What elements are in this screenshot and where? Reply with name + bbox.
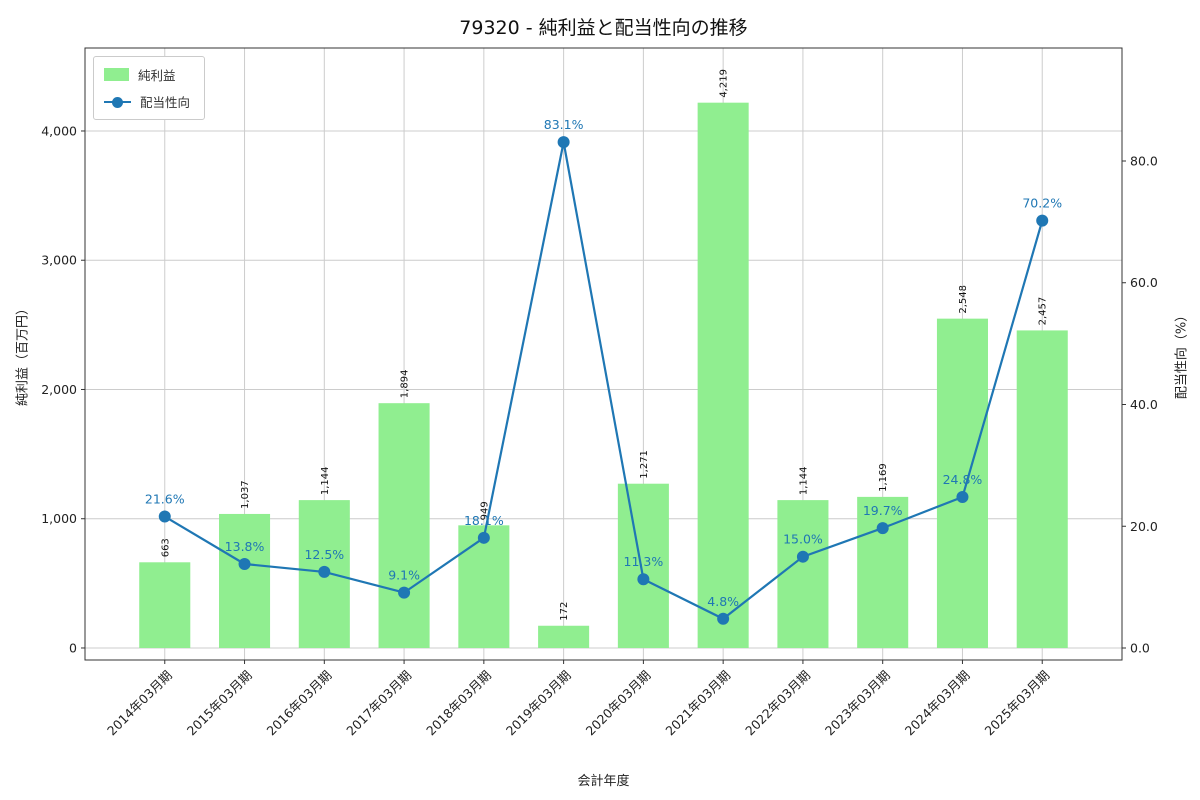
- y-axis-label-left: 純利益（百万円）: [15, 301, 31, 407]
- bar-swatch-icon: [104, 68, 129, 81]
- y-tick-label-right: 20.0: [1130, 519, 1158, 534]
- line-series: [164, 141, 1044, 621]
- legend: 純利益 配当性向: [93, 56, 206, 120]
- pct-label: 9.1%: [388, 568, 420, 583]
- bar-value-label: 1,271: [639, 450, 650, 479]
- bar-value-label: 1,144: [798, 466, 809, 495]
- bar: [1016, 330, 1068, 648]
- y-tick-label-right: 60.0: [1130, 275, 1158, 290]
- x-tick-label: 2022年03月期: [742, 668, 813, 739]
- pct-label: 70.2%: [1022, 196, 1062, 211]
- line-marker: [1036, 214, 1049, 227]
- line-marker: [876, 522, 889, 535]
- line-marker: [557, 136, 570, 149]
- legend-label-payout-ratio: 配当性向: [140, 95, 191, 110]
- bar-value-label: 1,894: [400, 370, 411, 399]
- x-axis-label: 会計年度: [577, 774, 630, 789]
- x-tick-label: 2018年03月期: [423, 668, 494, 739]
- line-marker: [238, 557, 251, 570]
- bar: [617, 483, 669, 648]
- x-tick-label: 2024年03月期: [902, 668, 973, 739]
- line-marker: [158, 510, 171, 523]
- bar: [219, 513, 271, 648]
- bar: [857, 496, 909, 648]
- line-marker: [956, 491, 969, 504]
- y-axis-label-right: 配当性向（%）: [1174, 308, 1190, 400]
- line-marker: [318, 565, 331, 578]
- line-marker-icon: [104, 95, 131, 108]
- bar-value-label: 1,144: [320, 466, 331, 495]
- pct-label: 21.6%: [145, 492, 185, 507]
- y-tick-label-left: 4,000: [41, 123, 77, 138]
- legend-item-net-profit: 純利益: [104, 65, 190, 84]
- y-tick-label-left: 1,000: [41, 511, 77, 526]
- pct-label: 19.7%: [863, 503, 903, 518]
- x-tick-label: 2025年03月期: [981, 668, 1052, 739]
- x-tick-label: 2014年03月期: [104, 668, 175, 739]
- bar: [538, 625, 590, 648]
- pct-label: 24.8%: [943, 472, 983, 487]
- bar-value-label: 2,457: [1038, 297, 1049, 326]
- y-tick-label-right: 40.0: [1130, 397, 1158, 412]
- bar: [777, 500, 829, 648]
- x-tick-label: 2016年03月期: [264, 668, 335, 739]
- y-tick-label-right: 80.0: [1130, 153, 1158, 168]
- pct-label: 83.1%: [544, 117, 584, 132]
- y-tick-label-left: 3,000: [41, 253, 77, 268]
- pct-label: 11.3%: [624, 554, 664, 569]
- bar: [936, 318, 988, 648]
- y-tick-label-right: 0.0: [1130, 641, 1150, 656]
- x-tick-label: 2019年03月期: [503, 668, 574, 739]
- pct-label: 15.0%: [783, 532, 823, 547]
- bar-value-label: 1,037: [240, 480, 251, 509]
- chart-title: 79320 - 純利益と配当性向の推移: [459, 17, 748, 39]
- bar: [697, 102, 749, 648]
- y-tick-label-left: 0: [69, 640, 77, 655]
- legend-item-payout-ratio: 配当性向: [104, 92, 190, 111]
- pct-label: 13.8%: [225, 539, 265, 554]
- pct-label: 4.8%: [707, 594, 739, 609]
- x-tick-label: 2020年03月期: [583, 668, 654, 739]
- bar-value-label: 663: [160, 538, 171, 557]
- line-marker: [717, 612, 730, 625]
- legend-label-net-profit: 純利益: [138, 68, 176, 83]
- bar-value-label: 172: [559, 602, 570, 621]
- pct-label: 12.5%: [304, 547, 344, 562]
- line-marker: [398, 586, 411, 599]
- x-tick-label: 2023年03月期: [822, 668, 893, 739]
- x-tick-label: 2017年03月期: [343, 668, 414, 739]
- line-marker: [477, 531, 490, 544]
- bar-value-label: 949: [479, 501, 490, 520]
- bar: [139, 562, 191, 648]
- y-tick-label-left: 2,000: [41, 382, 77, 397]
- x-tick-label: 2015年03月期: [184, 668, 255, 739]
- bar: [458, 525, 510, 648]
- x-tick-label: 2021年03月期: [662, 668, 733, 739]
- line-marker: [796, 550, 809, 563]
- bar: [378, 403, 430, 648]
- pct-label: 18.1%: [464, 513, 504, 528]
- line-marker: [637, 573, 650, 586]
- bar-value-label: 2,548: [958, 285, 969, 314]
- bar-value-label: 1,169: [878, 463, 889, 492]
- bar-value-label: 4,219: [719, 69, 730, 98]
- plot-border: [84, 47, 1123, 661]
